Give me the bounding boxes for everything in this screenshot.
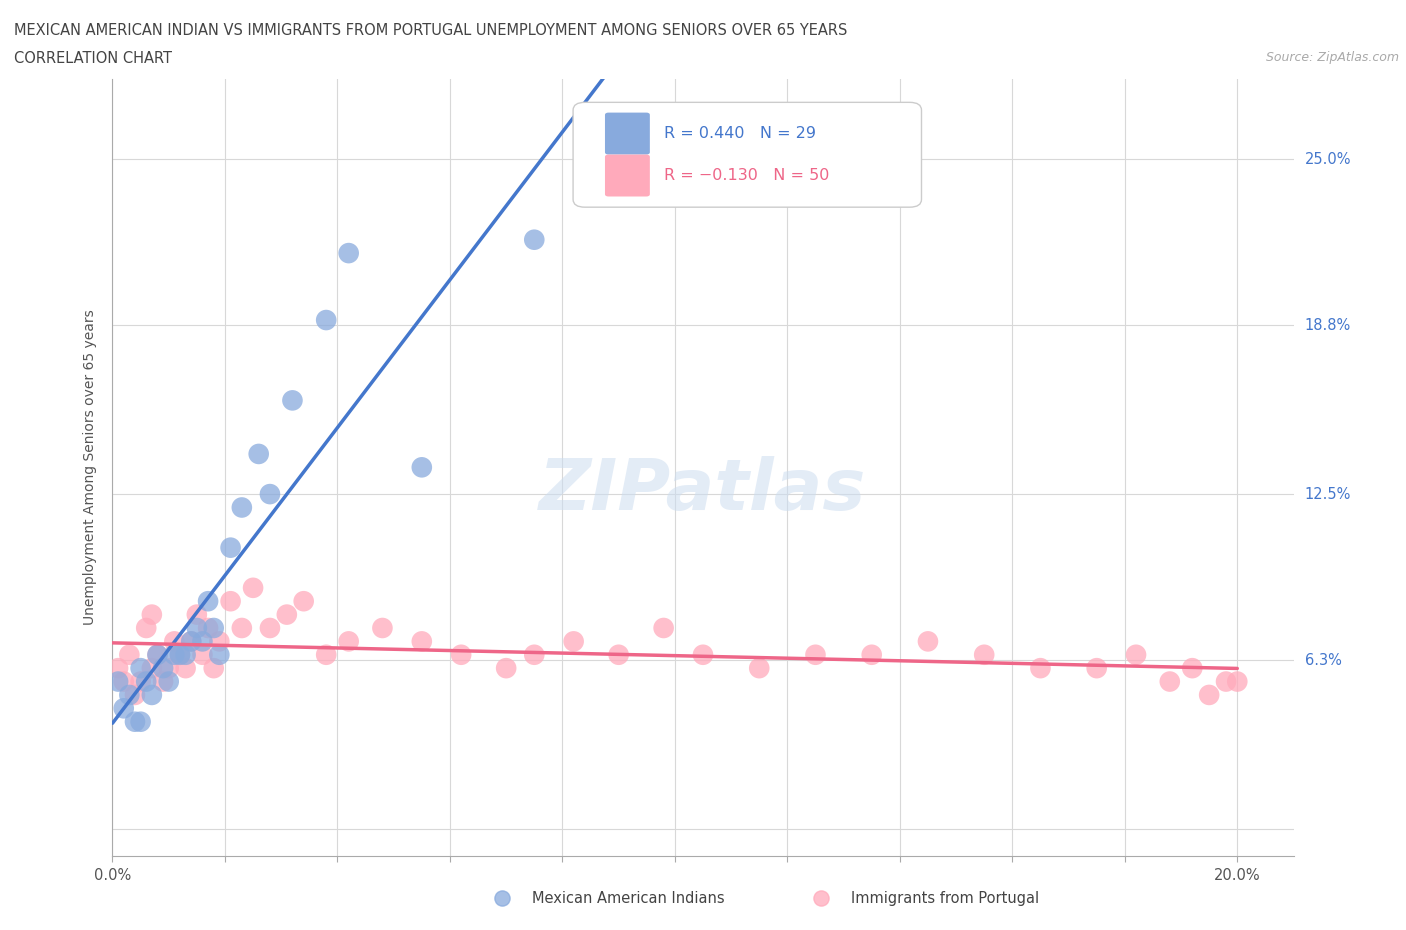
Point <box>197 593 219 608</box>
Point <box>562 634 585 649</box>
Point <box>202 660 225 675</box>
FancyBboxPatch shape <box>605 154 650 196</box>
Point <box>152 660 174 675</box>
Point <box>337 246 360 260</box>
Point <box>169 647 191 662</box>
Point <box>292 593 315 608</box>
Text: R = −0.130   N = 50: R = −0.130 N = 50 <box>664 168 830 183</box>
Point <box>1226 674 1249 689</box>
Point <box>337 634 360 649</box>
Text: 12.5%: 12.5% <box>1305 486 1351 501</box>
Y-axis label: Unemployment Among Seniors over 65 years: Unemployment Among Seniors over 65 years <box>83 310 97 625</box>
Point <box>146 647 169 662</box>
Point <box>163 647 186 662</box>
Text: 18.8%: 18.8% <box>1305 318 1351 333</box>
Point <box>163 634 186 649</box>
Point <box>141 660 163 675</box>
Point <box>247 446 270 461</box>
Point <box>191 647 214 662</box>
Point <box>1181 660 1204 675</box>
Point <box>523 232 546 247</box>
Point <box>157 674 180 689</box>
Point <box>129 674 152 689</box>
Point <box>186 607 208 622</box>
Point <box>208 647 231 662</box>
FancyBboxPatch shape <box>605 113 650 154</box>
Point <box>281 393 304 408</box>
Point <box>112 701 135 716</box>
Point <box>411 634 433 649</box>
Point <box>242 580 264 595</box>
Point <box>219 540 242 555</box>
Point <box>186 620 208 635</box>
Point <box>129 714 152 729</box>
Text: CORRELATION CHART: CORRELATION CHART <box>14 51 172 66</box>
Text: R = 0.440   N = 29: R = 0.440 N = 29 <box>664 126 815 141</box>
Point <box>208 634 231 649</box>
Point <box>118 647 141 662</box>
Point <box>1029 660 1052 675</box>
Point <box>157 660 180 675</box>
Point <box>219 593 242 608</box>
Point <box>124 687 146 702</box>
Point <box>259 486 281 501</box>
Text: Immigrants from Portugal: Immigrants from Portugal <box>851 891 1039 906</box>
Point <box>1198 687 1220 702</box>
Point <box>607 647 630 662</box>
Text: ZIPatlas: ZIPatlas <box>540 456 866 525</box>
Point <box>1085 660 1108 675</box>
Point <box>152 674 174 689</box>
Point <box>371 620 394 635</box>
Point <box>180 634 202 649</box>
Text: Mexican American Indians: Mexican American Indians <box>531 891 724 906</box>
Point <box>450 647 472 662</box>
Point <box>135 674 157 689</box>
Point <box>169 647 191 662</box>
Point <box>129 660 152 675</box>
Point <box>495 660 517 675</box>
Point <box>202 620 225 635</box>
Point <box>124 714 146 729</box>
Point <box>692 647 714 662</box>
Point <box>146 647 169 662</box>
Point <box>973 647 995 662</box>
Point <box>191 634 214 649</box>
Point <box>1215 674 1237 689</box>
Text: 6.3%: 6.3% <box>1305 653 1341 668</box>
Point <box>112 674 135 689</box>
Point <box>411 460 433 474</box>
Point <box>118 687 141 702</box>
Point <box>1125 647 1147 662</box>
Point <box>1159 674 1181 689</box>
Point <box>315 647 337 662</box>
Point <box>180 634 202 649</box>
FancyBboxPatch shape <box>574 102 921 207</box>
Point <box>107 660 129 675</box>
Point <box>174 660 197 675</box>
Point <box>174 647 197 662</box>
Point <box>231 620 253 635</box>
Text: Source: ZipAtlas.com: Source: ZipAtlas.com <box>1265 51 1399 64</box>
Point <box>315 312 337 327</box>
Point <box>523 647 546 662</box>
Point <box>107 674 129 689</box>
Point <box>135 620 157 635</box>
Point <box>259 620 281 635</box>
Text: MEXICAN AMERICAN INDIAN VS IMMIGRANTS FROM PORTUGAL UNEMPLOYMENT AMONG SENIORS O: MEXICAN AMERICAN INDIAN VS IMMIGRANTS FR… <box>14 23 848 38</box>
Point <box>748 660 770 675</box>
Point <box>276 607 298 622</box>
Point <box>917 634 939 649</box>
Point <box>860 647 883 662</box>
Point <box>141 687 163 702</box>
Point <box>804 647 827 662</box>
Text: 25.0%: 25.0% <box>1305 152 1351 166</box>
Point <box>197 620 219 635</box>
Point <box>652 620 675 635</box>
Point <box>231 500 253 515</box>
Point <box>141 607 163 622</box>
